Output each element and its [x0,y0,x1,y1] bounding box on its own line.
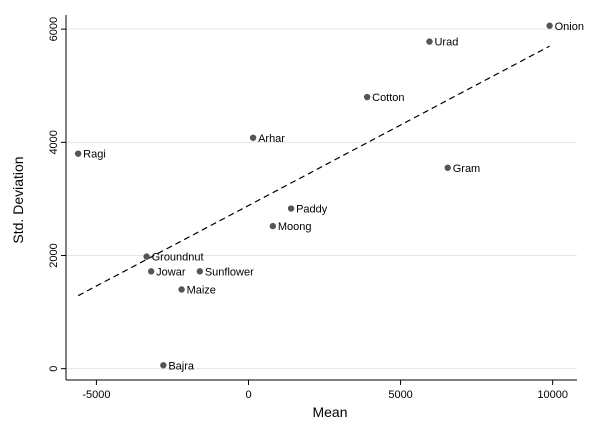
point-label-paddy: Paddy [296,204,328,216]
point-label-urad: Urad [434,37,458,49]
data-point-bajra [160,362,167,369]
fit-line-layer [77,45,550,297]
point-label-layer: Onion Urad Cotton Arhar Ragi Gram Paddy Moong Gr… [83,21,584,373]
point-label-maize: Maize [187,284,216,296]
point-label-arhar: Arhar [258,133,285,145]
data-point-arhar [249,134,257,141]
fit-line [77,45,550,297]
data-point-ragi [74,150,82,157]
x-tick-label: 10000 [537,389,568,401]
y-axis-title: Std. Deviation [10,156,26,243]
data-point-moong [269,222,277,230]
y-tick-label: 2000 [48,243,60,267]
y-tick-label: 6000 [48,17,60,41]
point-label-cotton: Cotton [372,92,404,104]
data-point-gram [444,164,451,171]
point-label-sunflower: Sunflower [205,266,254,278]
y-tick-label: 0 [48,366,60,372]
x-tick-label: -5000 [82,389,110,401]
data-point-jowar [147,268,155,275]
point-label-gram: Gram [453,163,481,175]
data-point-onion [546,22,553,29]
data-point-cotton [363,93,371,101]
x-tick-label: 5000 [388,389,412,401]
point-layer [74,22,553,369]
x-tick-label: 0 [245,389,251,401]
data-point-groundnut [143,253,150,260]
grid-layer [66,28,577,370]
data-point-sunflower [196,268,204,275]
x-axis-title: Mean [312,404,347,420]
point-label-jowar: Jowar [156,266,186,278]
point-label-ragi: Ragi [83,149,106,161]
axis-layer: -5000 0 5000 10000 0 2000 4000 6000 [48,15,577,401]
data-point-paddy [287,205,295,212]
point-label-groundnut: Groundnut [152,252,204,264]
point-label-onion: Onion [555,21,584,33]
point-label-bajra: Bajra [168,360,195,372]
data-point-urad [426,38,433,45]
point-label-moong: Moong [278,221,312,233]
data-point-maize [178,286,185,293]
y-tick-label: 4000 [48,130,60,154]
